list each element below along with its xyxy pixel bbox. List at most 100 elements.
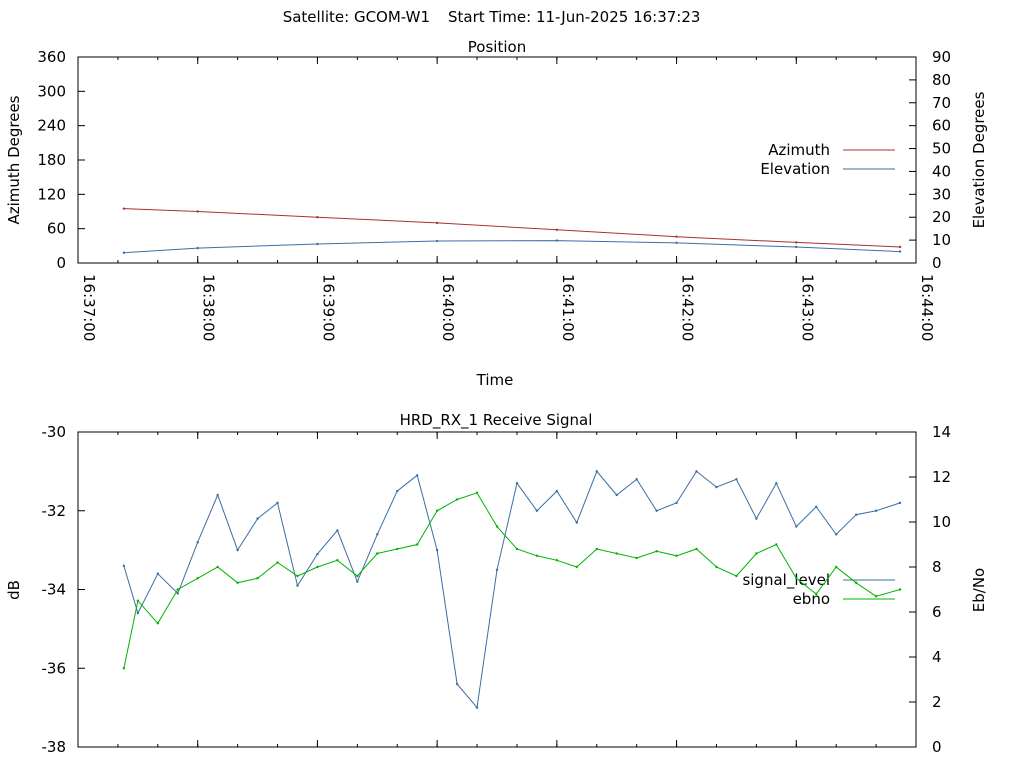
data-point-azimuth [795, 241, 798, 244]
data-point-signal-level [236, 548, 239, 552]
x-tick-label: 16:39:00 [319, 274, 337, 341]
data-point-signal-level [376, 533, 379, 536]
position-chart-title: Position [468, 38, 526, 56]
y-tick-label: 300 [37, 82, 66, 100]
data-point-signal-level [122, 564, 126, 568]
data-point-signal-level [675, 501, 678, 505]
data-point-signal-level [216, 493, 219, 497]
data-point-ebno [435, 509, 439, 512]
data-point-signal-level [575, 521, 579, 524]
data-point-signal-level [655, 509, 658, 512]
data-point-ebno [176, 588, 179, 591]
data-point-signal-level [176, 592, 179, 595]
series-line-elevation [123, 240, 901, 254]
data-point-ebno [376, 552, 379, 555]
y2-tick-label: 10 [932, 513, 951, 531]
y-tick-label: -30 [42, 423, 67, 441]
y2-tick-label: 0 [932, 738, 942, 756]
y-tick-label: -38 [42, 738, 67, 756]
data-point-ebno [595, 547, 598, 551]
data-point-ebno [475, 491, 479, 494]
legend-label: Azimuth [768, 141, 830, 159]
x-tick-label: 16:40:00 [439, 274, 457, 341]
data-point-ebno [635, 556, 638, 560]
data-point-ebno [715, 565, 718, 569]
y2-tick-label: 10 [932, 231, 951, 249]
data-point-ebno [495, 525, 499, 528]
data-point-ebno [256, 577, 259, 580]
data-point-elevation [316, 242, 319, 246]
data-point-signal-level [595, 470, 598, 473]
legend-label: ebno [793, 590, 830, 608]
y-tick-label: 120 [37, 185, 66, 203]
x-tick-label: 16:43:00 [798, 274, 816, 341]
data-point-ebno [874, 595, 878, 598]
data-point-ebno [156, 622, 160, 625]
y-tick-label: 240 [37, 117, 66, 135]
data-point-signal-level [356, 580, 359, 583]
data-point-ebno [898, 588, 902, 591]
data-point-ebno [296, 574, 299, 578]
data-point-signal-level [695, 470, 698, 473]
data-point-signal-level [396, 489, 399, 493]
y-tick-label: 60 [47, 220, 66, 238]
y-tick-label: -36 [42, 659, 67, 677]
y2-tick-label: 40 [932, 162, 951, 180]
data-point-elevation [435, 239, 439, 243]
y2-tick-label: 30 [932, 185, 951, 203]
data-point-elevation [898, 250, 902, 253]
y2-tick-label: 80 [932, 71, 951, 89]
receive-signal-chart: HRD_RX_1 Receive Signal dB Eb/No -38 -36 -… [5, 411, 988, 756]
data-point-signal-level [715, 485, 718, 489]
data-point-ebno [854, 581, 858, 584]
data-point-signal-level [136, 611, 140, 615]
data-point-signal-level [276, 501, 279, 505]
signal-y-axis-label: dB [5, 580, 23, 600]
x-tick-label: 16:41:00 [559, 274, 577, 341]
data-point-ebno [735, 574, 738, 578]
data-point-ebno [795, 577, 798, 580]
x-tick-label: 16:42:00 [679, 274, 697, 341]
data-point-signal-level [555, 489, 559, 493]
start-time-label: Start Time: 11-Jun-2025 16:37:23 [448, 8, 700, 26]
data-point-azimuth [435, 221, 439, 225]
data-point-signal-level [834, 533, 838, 536]
data-point-ebno [695, 547, 698, 551]
y2-tick-label: 70 [932, 94, 951, 112]
data-point-elevation [555, 239, 559, 242]
series-line-signal-level [123, 470, 901, 709]
data-point-signal-level [874, 509, 878, 512]
data-point-ebno [834, 565, 838, 569]
data-point-ebno [236, 581, 239, 584]
data-point-ebno [775, 543, 778, 546]
position-y-axis-label: Azimuth Degrees [5, 95, 23, 224]
data-point-azimuth [898, 245, 902, 249]
legend-label: signal_level [742, 571, 830, 590]
y2-tick-label: 12 [932, 468, 951, 486]
data-point-azimuth [196, 210, 199, 213]
data-point-signal-level [415, 474, 419, 477]
y-tick-label: 180 [37, 151, 66, 169]
data-point-azimuth [122, 207, 126, 210]
data-point-signal-level [615, 493, 618, 497]
data-point-ebno [555, 559, 559, 562]
data-point-ebno [575, 565, 579, 569]
data-point-ebno [316, 565, 319, 569]
data-point-elevation [122, 251, 126, 254]
y2-tick-label: 4 [932, 648, 942, 666]
data-point-elevation [795, 245, 798, 249]
data-point-signal-level [495, 568, 499, 572]
data-point-ebno [535, 554, 539, 557]
data-point-elevation [196, 246, 199, 250]
y2-tick-label: 6 [932, 603, 942, 621]
data-point-ebno [675, 554, 678, 557]
data-point-ebno [122, 667, 126, 670]
data-point-signal-level [196, 541, 199, 544]
data-point-ebno [455, 498, 459, 501]
position-y2-axis-label: Elevation Degrees [970, 91, 988, 228]
signal-y2-axis-label: Eb/No [970, 568, 988, 612]
data-point-ebno [196, 577, 199, 580]
x-tick-label: 16:44:00 [918, 274, 936, 341]
y2-tick-label: 0 [932, 254, 942, 272]
